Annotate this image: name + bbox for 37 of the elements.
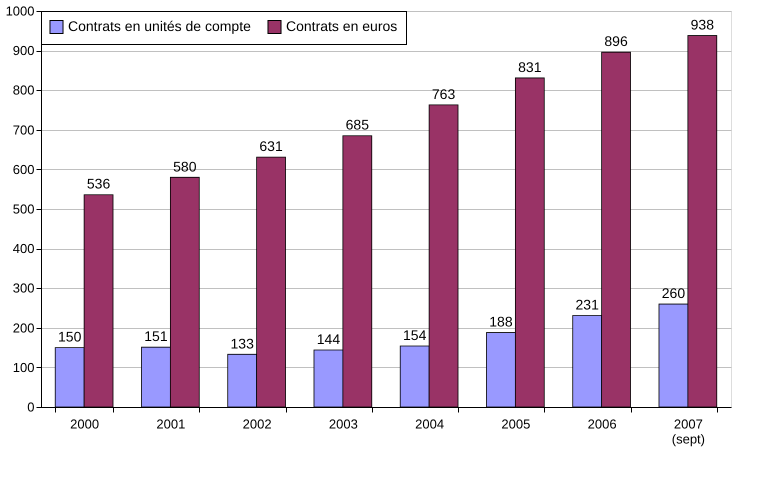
data-label: 896 [604, 33, 628, 50]
x-tick-label: 2001 [156, 416, 186, 432]
data-label: 580 [173, 158, 197, 174]
x-tick-label: 2002 [242, 416, 272, 432]
x-tick-label: 2004 [415, 416, 444, 432]
y-tick-label: 700 [12, 122, 34, 138]
y-tick-label: 200 [12, 320, 34, 336]
x-tick-label: 2006 [588, 416, 617, 432]
x-tick-label: 2007 (sept) [672, 416, 705, 446]
data-label: 150 [58, 328, 82, 345]
data-label: 938 [690, 16, 714, 33]
y-tick-label: 0 [27, 400, 34, 414]
data-label: 144 [316, 330, 340, 347]
data-label: 631 [259, 138, 283, 154]
y-tick-label: 500 [12, 202, 34, 216]
x-tick-label: 2005 [501, 416, 530, 432]
y-tick-label: 1000 [6, 4, 34, 18]
data-label: 154 [403, 327, 427, 344]
data-label: 188 [489, 314, 513, 330]
legend-label: Contrats en euros [286, 18, 398, 34]
data-label: 133 [230, 335, 254, 352]
y-tick-label: 400 [12, 241, 34, 256]
y-tick-label: 900 [12, 43, 34, 58]
data-label: 831 [518, 58, 542, 75]
data-label: 151 [144, 328, 168, 344]
y-tick-label: 300 [12, 280, 34, 296]
x-tick-label: 2000 [70, 416, 100, 432]
data-label: 763 [432, 86, 456, 102]
y-tick-label: 100 [12, 360, 34, 375]
x-tick-label: 2003 [328, 416, 358, 432]
y-tick-label: 600 [12, 162, 34, 177]
data-label: 685 [346, 116, 370, 133]
data-label: 260 [662, 285, 686, 302]
data-label: 231 [576, 296, 600, 313]
data-label: 536 [86, 176, 110, 192]
legend-label: Contrats en unités de compte [68, 18, 252, 34]
y-tick-label: 800 [12, 82, 34, 98]
